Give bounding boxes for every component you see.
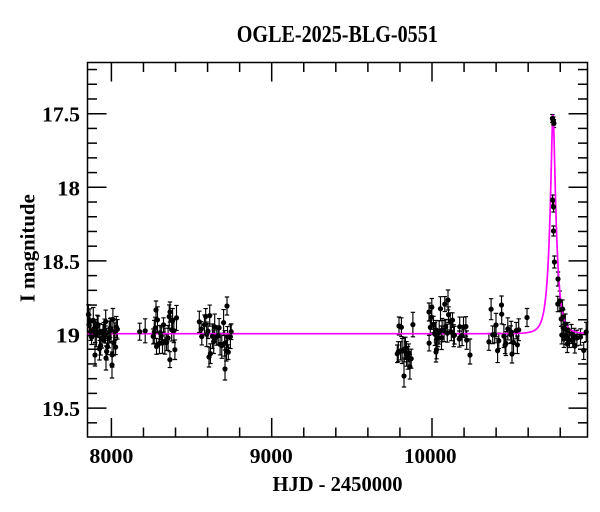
svg-text:17.5: 17.5 (42, 103, 80, 127)
svg-text:9000: 9000 (250, 444, 293, 468)
svg-text:18.5: 18.5 (42, 250, 80, 274)
svg-text:8000: 8000 (89, 444, 133, 468)
svg-text:HJD - 2450000: HJD - 2450000 (273, 472, 403, 496)
svg-text:I magnitude: I magnitude (16, 194, 40, 302)
svg-text:18: 18 (57, 176, 80, 200)
svg-text:19.5: 19.5 (42, 397, 80, 421)
svg-text:10000: 10000 (404, 444, 457, 468)
svg-text:19: 19 (56, 324, 81, 348)
svg-text:OGLE-2025-BLG-0551: OGLE-2025-BLG-0551 (237, 22, 438, 48)
